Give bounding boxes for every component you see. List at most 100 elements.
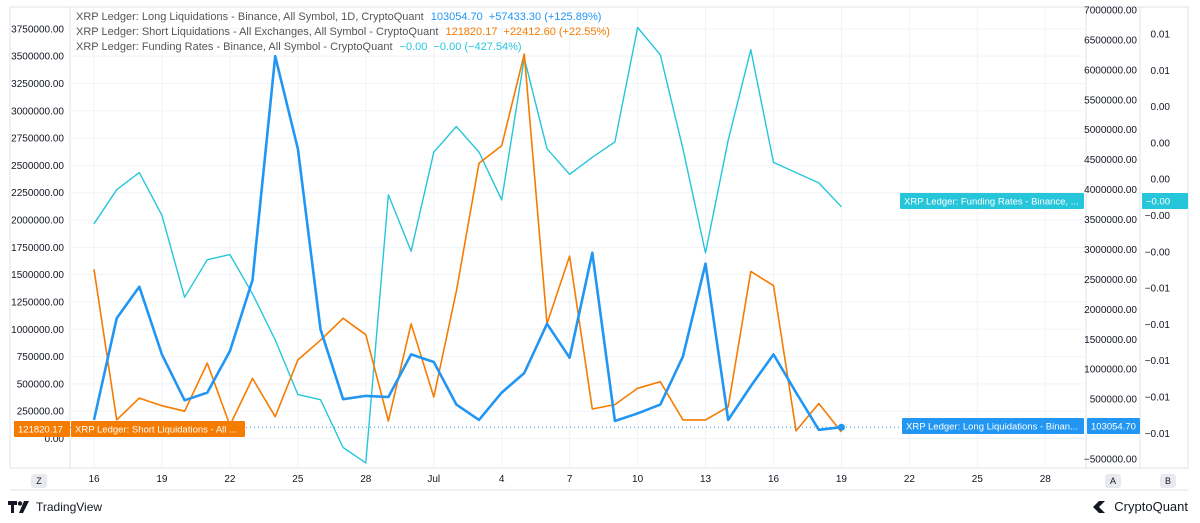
mid-axis-tick-label: 1500000.00 bbox=[1084, 335, 1137, 346]
cryptoquant-brand[interactable]: CryptoQuant bbox=[1092, 499, 1188, 514]
cryptoquant-logo-icon bbox=[1092, 500, 1108, 514]
legend-short-value: 121820.17 bbox=[445, 26, 498, 38]
x-tick-label: 13 bbox=[700, 474, 712, 485]
left-axis-tick-label: 3500000.00 bbox=[11, 52, 64, 63]
x-tick-label: 7 bbox=[567, 474, 573, 485]
left-axis-tick-label: 1000000.00 bbox=[11, 325, 64, 336]
legend-row-funding: XRP Ledger: Funding Rates - Binance, All… bbox=[76, 40, 610, 55]
left-axis-tick-label: 3250000.00 bbox=[11, 79, 64, 90]
right-axis-tick-label: −0.01 bbox=[1145, 429, 1171, 440]
legend-long-value: 103054.70 bbox=[430, 11, 483, 23]
right-axis-tick-label: −0.00 bbox=[1145, 211, 1171, 222]
mid-axis-tick-label: 500000.00 bbox=[1090, 395, 1138, 406]
x-tick-label: 19 bbox=[836, 474, 848, 485]
left-axis-tick-label: 3750000.00 bbox=[11, 24, 64, 35]
x-tick-label: 22 bbox=[224, 474, 236, 485]
cryptoquant-label: CryptoQuant bbox=[1114, 499, 1188, 514]
mid-axis-tick-label: 2500000.00 bbox=[1084, 275, 1137, 286]
mid-axis-tick-label: 3500000.00 bbox=[1084, 215, 1137, 226]
left-axis-tick-label: 250000.00 bbox=[17, 407, 65, 418]
right-axis-tick-label: 0.00 bbox=[1151, 102, 1171, 113]
b-scale-button: B bbox=[1165, 476, 1171, 486]
tradingview-brand[interactable]: TradingView bbox=[8, 500, 102, 514]
b-scale-button-bg bbox=[1160, 474, 1176, 488]
series-line-funding bbox=[93, 26, 842, 464]
tradingview-label: TradingView bbox=[36, 500, 103, 514]
left-axis-tick-label: 500000.00 bbox=[17, 379, 65, 390]
x-tick-label: 19 bbox=[156, 474, 168, 485]
left-axis-tick-label: 2750000.00 bbox=[11, 134, 64, 145]
mid-axis-tick-label: 5500000.00 bbox=[1084, 95, 1137, 106]
x-tick-label: 22 bbox=[904, 474, 916, 485]
right-axis-tick-label: 0.00 bbox=[1151, 138, 1171, 149]
funding-value-tag: −0.00 bbox=[1146, 197, 1170, 208]
left-axis-tick-label: 2250000.00 bbox=[11, 188, 64, 199]
right-axis-tick-label: 0.00 bbox=[1151, 175, 1171, 186]
legend-funding-name: XRP Ledger: Funding Rates - Binance, All… bbox=[76, 41, 393, 53]
x-tick-label: 28 bbox=[360, 474, 372, 485]
x-tick-label: 16 bbox=[768, 474, 780, 485]
zoom-button: Z bbox=[36, 476, 42, 486]
funding-series-tag-bg bbox=[900, 193, 1084, 209]
mid-axis-tick-label: −500000.00 bbox=[1084, 455, 1138, 466]
plot-border bbox=[69, 6, 1087, 469]
mid-axis-tick-label: 2000000.00 bbox=[1084, 305, 1137, 316]
short-series-tag: XRP Ledger: Short Liquidations - All ... bbox=[75, 425, 237, 436]
right-axis-tick-label: −0.01 bbox=[1145, 284, 1171, 295]
left-axis-tick-label: 0.00 bbox=[45, 434, 65, 445]
left-axis-tick-label: 1250000.00 bbox=[11, 297, 64, 308]
short-series-tag-bg bbox=[71, 421, 245, 437]
left-axis-tick-label: 1750000.00 bbox=[11, 243, 64, 254]
funding-value-tag-bg bbox=[1142, 193, 1188, 209]
series-line-short bbox=[93, 53, 843, 433]
x-tick-label: 10 bbox=[632, 474, 644, 485]
right-axis-tick-label: −0.01 bbox=[1145, 356, 1171, 367]
right-axis-tick-label: −0.01 bbox=[1145, 393, 1171, 404]
long-last-point bbox=[837, 423, 845, 431]
mid-axis-tick-label: 7000000.00 bbox=[1084, 5, 1137, 16]
right-axis-tick-label: −0.00 bbox=[1145, 247, 1171, 258]
right-axis-tick-label: −0.01 bbox=[1145, 320, 1171, 331]
left-axis-tick-label: 2000000.00 bbox=[11, 216, 64, 227]
mid-axis-tick-label: 4500000.00 bbox=[1084, 155, 1137, 166]
funding-series-tag: XRP Ledger: Funding Rates - Binance, ... bbox=[904, 197, 1079, 208]
long-value-tag-bg bbox=[1087, 418, 1140, 434]
series-line-long bbox=[92, 54, 842, 432]
auto-scale-button-bg bbox=[1105, 474, 1121, 488]
long-series-tag: XRP Ledger: Long Liquidations - Binan... bbox=[906, 422, 1078, 433]
legend: XRP Ledger: Long Liquidations - Binance,… bbox=[76, 10, 610, 55]
chart-frame bbox=[9, 6, 1189, 469]
right-axis-tick-label: 0.01 bbox=[1151, 66, 1171, 77]
x-tick-label: 4 bbox=[499, 474, 505, 485]
mid-axis-tick-label: 4000000.00 bbox=[1084, 185, 1137, 196]
legend-row-long: XRP Ledger: Long Liquidations - Binance,… bbox=[76, 10, 610, 25]
mid-axis-tick-label: 6000000.00 bbox=[1084, 65, 1137, 76]
short-value-tag-bg bbox=[14, 421, 70, 437]
long-series-tag-bg bbox=[902, 418, 1084, 434]
zoom-button-bg bbox=[31, 474, 47, 488]
legend-funding-value: −0.00 bbox=[399, 41, 428, 53]
left-axis-tick-label: 2500000.00 bbox=[11, 161, 64, 172]
mid-axis-tick-label: 5000000.00 bbox=[1084, 125, 1137, 136]
long-value-tag: 103054.70 bbox=[1091, 422, 1136, 433]
tradingview-logo-icon bbox=[8, 501, 30, 513]
mid-axis-tick-label: 3000000.00 bbox=[1084, 245, 1137, 256]
mid-axis-tick-label: 1000000.00 bbox=[1084, 365, 1137, 376]
legend-funding-change: −0.00 (−427.54%) bbox=[433, 41, 522, 53]
legend-short-change: +22412.60 (+22.55%) bbox=[503, 26, 610, 38]
short-value-tag: 121820.17 bbox=[18, 425, 63, 436]
legend-row-short: XRP Ledger: Short Liquidations - All Exc… bbox=[76, 25, 610, 40]
legend-short-name: XRP Ledger: Short Liquidations - All Exc… bbox=[76, 26, 439, 38]
legend-long-name: XRP Ledger: Long Liquidations - Binance,… bbox=[76, 11, 424, 23]
x-tick-label: 16 bbox=[88, 474, 100, 485]
left-axis-tick-label: 750000.00 bbox=[17, 352, 65, 363]
mid-axis-tick-label: 6500000.00 bbox=[1084, 35, 1137, 46]
x-tick-label: 25 bbox=[972, 474, 984, 485]
right-axis-tick-label: 0.01 bbox=[1151, 30, 1171, 41]
left-axis-tick-label: 3000000.00 bbox=[11, 106, 64, 117]
x-tick-label: 28 bbox=[1040, 474, 1052, 485]
auto-scale-button: A bbox=[1110, 476, 1116, 486]
left-axis-tick-label: 1500000.00 bbox=[11, 270, 64, 281]
legend-long-change: +57433.30 (+125.89%) bbox=[488, 11, 602, 23]
